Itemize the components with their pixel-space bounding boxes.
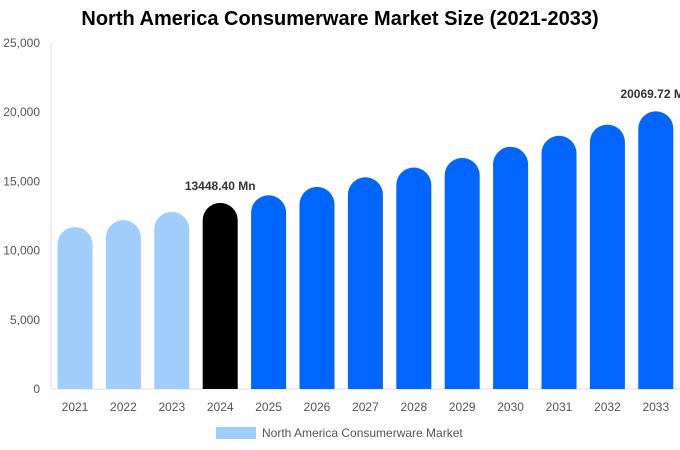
x-tick-label: 2033 xyxy=(642,400,669,414)
x-tick-label: 2028 xyxy=(400,400,427,414)
bar-2025 xyxy=(251,195,287,389)
y-tick-label: 5,000 xyxy=(10,313,40,327)
x-tick-label: 2025 xyxy=(255,400,282,414)
x-tick-label: 2031 xyxy=(546,400,573,414)
bar-2023 xyxy=(154,211,190,389)
x-tick-label: 2021 xyxy=(62,400,89,414)
x-tick-label: 2027 xyxy=(352,400,379,414)
bar-2033 xyxy=(638,111,674,390)
y-tick-label: 25,000 xyxy=(3,36,40,50)
y-tick-label: 0 xyxy=(33,382,40,396)
x-tick-label: 2030 xyxy=(497,400,524,414)
chart-title: North America Consumerware Market Size (… xyxy=(81,8,599,30)
x-tick-label: 2026 xyxy=(304,400,331,414)
data-label-2033: 20069.72 Mn xyxy=(620,87,680,101)
x-tick-label: 2023 xyxy=(158,400,185,414)
x-tick-label: 2024 xyxy=(207,400,234,414)
x-tick-label: 2029 xyxy=(449,400,476,414)
x-tick-label: 2032 xyxy=(594,400,621,414)
legend-swatch xyxy=(216,427,256,439)
legend: North America Consumerware Market xyxy=(216,426,463,440)
bar-2021 xyxy=(57,227,93,389)
bar-2027 xyxy=(347,177,383,389)
bar-2032 xyxy=(589,124,625,389)
y-tick-label: 15,000 xyxy=(3,174,40,188)
bar-2028 xyxy=(396,167,432,389)
bar-2026 xyxy=(299,186,335,389)
legend-label: North America Consumerware Market xyxy=(262,426,463,440)
y-tick-label: 20,000 xyxy=(3,105,40,119)
bar-2029 xyxy=(444,157,480,389)
bar-2022 xyxy=(105,220,141,389)
bar-2031 xyxy=(541,135,577,389)
data-label-2024: 13448.40 Mn xyxy=(185,179,256,193)
x-tick-label: 2022 xyxy=(110,400,137,414)
bar-2030 xyxy=(493,146,529,389)
y-tick-label: 10,000 xyxy=(3,244,40,258)
bar-2024 xyxy=(202,202,238,389)
